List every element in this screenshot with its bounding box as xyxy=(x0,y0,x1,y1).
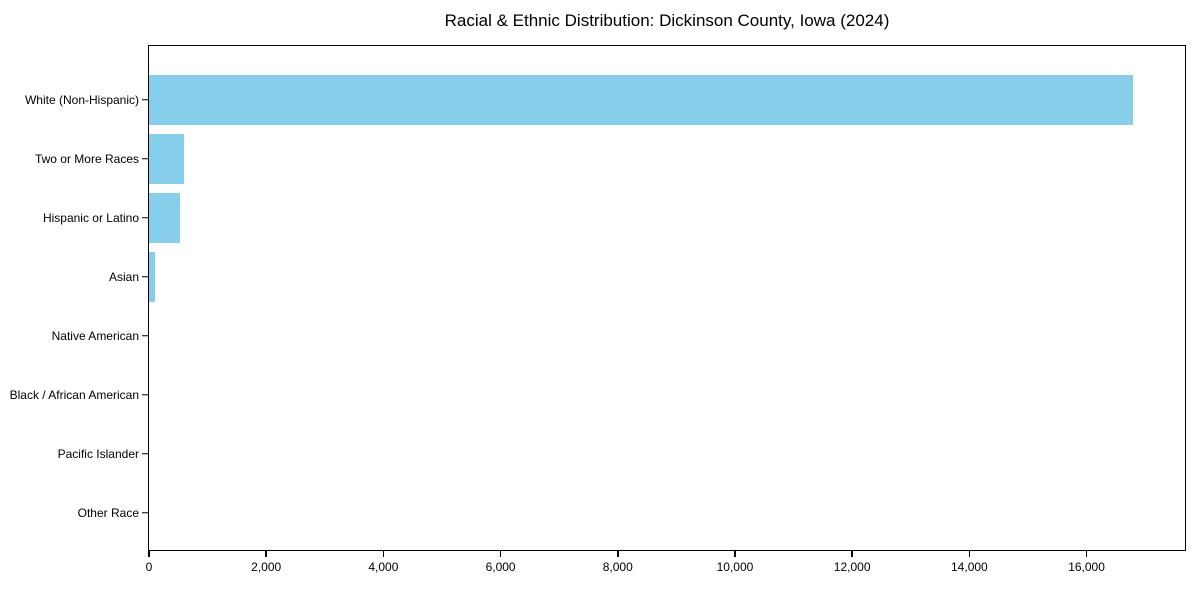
bar-row: Black / African American xyxy=(10,365,1185,424)
x-tick-mark xyxy=(265,551,267,557)
y-tick-mark xyxy=(142,275,148,278)
bar-row: Hispanic or Latino xyxy=(43,188,1185,247)
bar-row: Other Race xyxy=(78,483,1185,542)
y-tick-label: Other Race xyxy=(77,505,139,520)
bar-row: Asian xyxy=(109,247,1185,306)
x-tick-mark xyxy=(499,551,502,557)
x-tick-label: 14,000 xyxy=(951,560,988,574)
plot-area: White (Non-Hispanic) Two or More Races His… xyxy=(10,45,1186,574)
y-tick-label: Pacific Islander xyxy=(57,446,139,461)
x-tick-label: 2,000 xyxy=(251,560,282,574)
bars-container: White (Non-Hispanic) Two or More Races His… xyxy=(10,70,1185,542)
bar-row: Native American xyxy=(52,306,1185,365)
y-tick-label: Asian xyxy=(108,269,139,284)
x-tick-label: 0 xyxy=(145,560,153,574)
bar-row: Two or More Races xyxy=(35,129,1185,188)
y-tick-label: Black / African American xyxy=(9,387,139,402)
y-tick-label: Hispanic or Latino xyxy=(42,210,139,225)
x-tick-mark xyxy=(148,551,150,557)
bar-row: White (Non-Hispanic) xyxy=(25,70,1185,129)
bar xyxy=(149,74,1134,125)
bar xyxy=(149,133,184,184)
bar xyxy=(149,251,155,302)
bar-row: Pacific Islander xyxy=(58,424,1185,483)
x-tick-mark xyxy=(968,551,971,557)
y-tick-mark xyxy=(142,393,148,396)
y-tick-label: Native American xyxy=(51,328,139,343)
x-tick-mark xyxy=(1085,551,1088,557)
bar xyxy=(149,192,180,243)
x-tick-mark xyxy=(734,551,736,557)
x-tick-mark xyxy=(617,551,619,557)
y-tick-mark xyxy=(142,452,148,455)
y-tick-mark xyxy=(142,511,148,514)
x-tick-label: 16,000 xyxy=(1068,560,1105,574)
y-tick-mark xyxy=(142,157,148,160)
x-tick-label: 6,000 xyxy=(485,560,516,574)
y-tick-mark xyxy=(142,216,148,219)
y-tick-label: Two or More Races xyxy=(34,151,139,166)
x-tick-label: 12,000 xyxy=(833,560,871,574)
x-tick-mark xyxy=(851,551,853,557)
x-axis: 0 2,000 4,000 6,000 8,000 10,000 12,000 14,000 1… xyxy=(145,550,1185,590)
y-tick-label: White (Non-Hispanic) xyxy=(24,92,139,107)
y-tick-mark xyxy=(142,334,148,337)
x-tick-label: 4,000 xyxy=(368,560,399,574)
y-tick-mark xyxy=(142,98,148,101)
x-tick-label: 10,000 xyxy=(716,560,754,574)
x-tick-mark xyxy=(382,551,385,557)
x-tick-label: 8,000 xyxy=(602,560,633,574)
chart-title: Racial & Ethnic Distribution: Dickinson … xyxy=(444,11,890,30)
